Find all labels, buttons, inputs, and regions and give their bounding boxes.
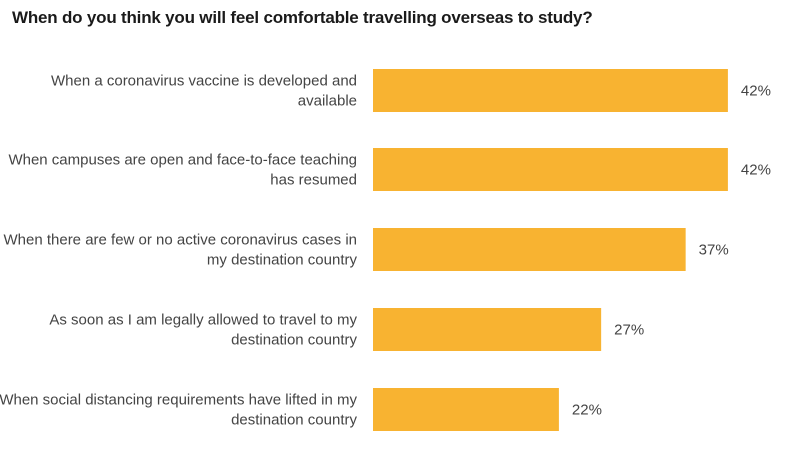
value-label-4: 27% xyxy=(614,322,644,339)
bar-2 xyxy=(373,148,728,191)
chart-title: When do you think you will feel comforta… xyxy=(12,8,593,27)
bar-5 xyxy=(373,388,559,431)
bars-layer: When a coronavirus vaccine is developed … xyxy=(0,69,771,431)
category-label-5-line-1: When social distancing requirements have… xyxy=(0,392,357,409)
value-label-5: 22% xyxy=(572,402,602,419)
category-label-2-line-2: has resumed xyxy=(270,172,357,189)
value-label-2: 42% xyxy=(741,162,771,179)
bar-1 xyxy=(373,69,728,112)
category-label-3-line-1: When there are few or no active coronavi… xyxy=(3,232,357,249)
category-label-3-line-2: my destination country xyxy=(207,252,358,269)
category-label-1-line-1: When a coronavirus vaccine is developed … xyxy=(51,73,357,90)
category-label-4-line-1: As soon as I am legally allowed to trave… xyxy=(49,312,357,329)
category-label-1-line-2: available xyxy=(298,93,357,110)
category-label-4-line-2: destination country xyxy=(231,332,357,349)
bar-3 xyxy=(373,228,686,271)
category-label-2-line-1: When campuses are open and face-to-face … xyxy=(8,152,357,169)
category-label-5-line-2: destination country xyxy=(231,412,357,429)
bar-4 xyxy=(373,308,602,351)
value-label-1: 42% xyxy=(741,83,771,100)
value-label-3: 37% xyxy=(699,242,729,259)
